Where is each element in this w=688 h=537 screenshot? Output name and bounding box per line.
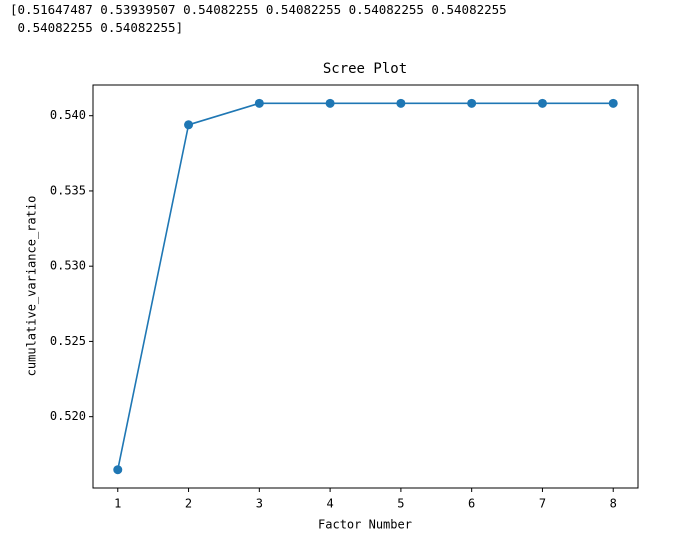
y-tick-label: 0.520 <box>50 409 86 423</box>
y-tick-label: 0.525 <box>50 334 86 348</box>
x-tick-label: 3 <box>256 497 263 511</box>
data-point <box>113 465 123 475</box>
data-point <box>608 98 618 108</box>
x-tick-label: 6 <box>468 497 475 511</box>
y-tick-label: 0.535 <box>50 183 86 197</box>
x-axis-label: Factor Number <box>318 518 412 532</box>
y-axis-label: cumulative_variance_ratio <box>25 196 39 377</box>
data-point <box>184 120 194 130</box>
y-tick-label: 0.530 <box>50 259 86 273</box>
data-point <box>537 98 547 108</box>
data-point <box>325 98 335 108</box>
data-line <box>116 102 614 470</box>
data-point <box>467 98 477 108</box>
output-line: [0.51647487 0.53939507 0.54082255 0.5408… <box>10 2 507 17</box>
axes-frame <box>92 84 639 489</box>
x-tick-label: 1 <box>114 497 121 511</box>
x-tick-label: 7 <box>539 497 546 511</box>
data-point <box>254 98 264 108</box>
x-tick-label: 8 <box>610 497 617 511</box>
output-line: 0.54082255 0.54082255] <box>10 20 184 35</box>
chart-title: Scree Plot <box>323 61 407 77</box>
x-tick-label: 5 <box>397 497 404 511</box>
y-tick-label: 0.540 <box>50 108 86 122</box>
data-point <box>396 98 406 108</box>
x-tick-label: 2 <box>185 497 192 511</box>
x-tick-label: 4 <box>326 497 333 511</box>
